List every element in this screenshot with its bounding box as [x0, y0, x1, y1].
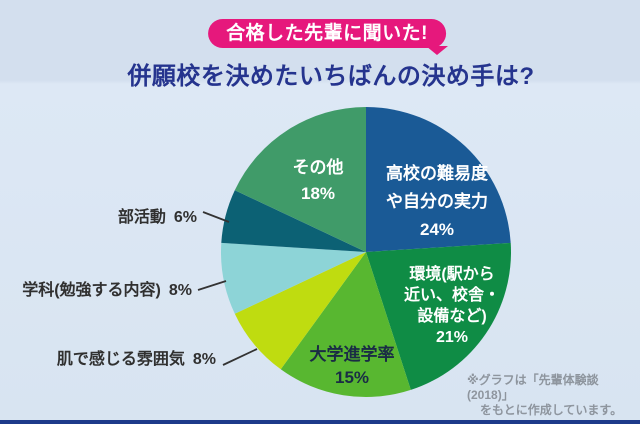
pie-outside-label: 学科(勉強する内容) 8% — [22, 282, 192, 299]
pie-segment-label-line: 24% — [419, 220, 455, 239]
pie-segment-label: その他 18% — [293, 155, 344, 207]
pie-segment-label-line: その他 — [292, 158, 344, 177]
label-leader-line — [202, 211, 230, 223]
pie-outside-label: 部活動 6% — [117, 209, 197, 226]
pie-segment-label-line: 環境(駅から — [409, 266, 495, 283]
pie-segment — [234, 107, 366, 252]
page-title: 併願校を決めたいちばんの決め手は? — [127, 63, 535, 90]
pie-segment-label-line: 高校の難易度 — [386, 164, 488, 183]
pie-segment — [221, 190, 366, 252]
pie-segment — [366, 107, 511, 252]
pie-segment-label-line: 18% — [300, 184, 336, 203]
footnote: ※グラフは「先輩体験談 (2018)」 をもとに作成しています。 — [467, 373, 640, 418]
pie-segment-label: 高校の難易度 や自分の実力 24% — [386, 160, 488, 244]
pie-segment — [366, 242, 511, 390]
pie-segment — [280, 252, 411, 397]
pie-segment-label: 大学進学率 15% — [310, 343, 395, 389]
pie-segment — [221, 242, 366, 314]
pie-segment-label-line: 近い、校舎・ — [403, 287, 501, 304]
pie-segment-label-line: 大学進学率 — [309, 345, 395, 364]
label-leader-line — [222, 348, 258, 366]
pie-segment-label-line: や自分の実力 — [386, 192, 488, 211]
badge-pointer-icon — [426, 46, 448, 55]
header-badge: 合格した先輩に聞いた! — [208, 19, 446, 48]
pie-segment-label-line: 設備など) — [417, 308, 487, 325]
pie-segment — [234, 252, 366, 370]
label-leader-line — [197, 280, 227, 291]
footnote-line1: ※グラフは「先輩体験談 (2018)」 — [467, 373, 599, 402]
pie-segment-label: 環境(駅から 近い、校舎・ 設備など) 21% — [404, 264, 500, 348]
header-badge-label: 合格した先輩に聞いた! — [226, 23, 428, 44]
pie-segment-label-line: 21% — [435, 329, 469, 346]
pie-segment-label-line: 15% — [334, 368, 370, 387]
bottom-accent-bar — [0, 420, 640, 424]
pie-outside-label: 肌で感じる雰囲気 8% — [56, 351, 216, 368]
footnote-line2: をもとに作成しています。 — [480, 403, 623, 417]
